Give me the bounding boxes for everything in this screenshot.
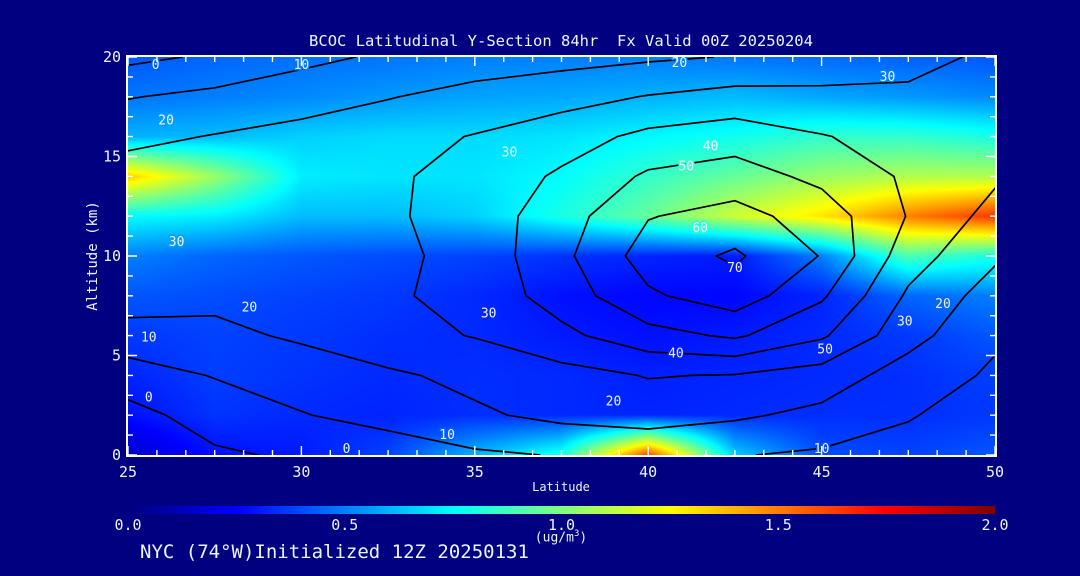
- contour-label-20: 20: [935, 297, 951, 312]
- init-annotation: NYC (74°W)Initialized 12Z 20250131: [140, 541, 529, 563]
- contour-label-40: 40: [703, 140, 719, 155]
- contour-label-0: 0: [145, 390, 153, 405]
- contour-label-30: 30: [169, 235, 185, 250]
- contour-label-0: 0: [152, 58, 160, 73]
- y-tick-label-0: 0: [112, 446, 121, 464]
- x-tick-label-30: 30: [292, 463, 310, 481]
- chart-title: BCOC Latitudinal Y-Section 84hr Fx Valid…: [309, 32, 813, 50]
- contour-line-20: [127, 56, 996, 430]
- contour-line-40: [514, 117, 907, 358]
- contour-label-60: 60: [692, 221, 708, 236]
- colorbar-tick-1.5: 1.5: [765, 516, 792, 534]
- contour-label-10: 10: [141, 331, 157, 346]
- colorbar-unit-label: (ug/m3): [535, 529, 587, 545]
- contour-label-20: 20: [242, 301, 258, 316]
- contour-label-30: 30: [502, 146, 518, 161]
- x-axis-title: Latitude: [532, 480, 590, 494]
- y-tick-label-10: 10: [103, 247, 121, 265]
- contour-line-60: [624, 199, 819, 313]
- contour-label-0: 0: [343, 442, 351, 457]
- colorbar-tick-0.5: 0.5: [331, 516, 358, 534]
- contour-line-70: [715, 247, 747, 267]
- contour-label-30: 30: [481, 307, 497, 322]
- contour-line-30: [408, 56, 996, 380]
- contour-label-70: 70: [727, 261, 743, 276]
- y-tick-label-5: 5: [112, 347, 121, 365]
- contour-line-0: [127, 56, 259, 456]
- y-tick-label-20: 20: [103, 48, 121, 66]
- colorbar-tick-1.0: 1.0: [548, 516, 575, 534]
- contour-label-50: 50: [678, 159, 694, 174]
- y-tick-label-15: 15: [103, 148, 121, 166]
- colorbar-tick-labels: 0.0 0.5 1.0 1.5 2.0: [114, 516, 1008, 534]
- contour-lines: [127, 56, 996, 456]
- x-tick-label-35: 35: [466, 463, 484, 481]
- contour-label-40: 40: [668, 347, 684, 362]
- x-tick-label-25: 25: [119, 463, 137, 481]
- contour-label-20: 20: [672, 56, 688, 71]
- contour-line-10: [127, 56, 996, 456]
- unit-close: ): [579, 530, 588, 546]
- contour-label-10: 10: [439, 428, 455, 443]
- contour-label-20: 20: [606, 394, 622, 409]
- colorbar-gradient: [128, 506, 995, 514]
- colorbar-tick-2.0: 2.0: [981, 516, 1008, 534]
- contour-label-20: 20: [158, 114, 174, 129]
- colorbar-tick-0.0: 0.0: [114, 516, 141, 534]
- plot-frame: [126, 55, 997, 457]
- x-tick-label-40: 40: [639, 463, 657, 481]
- unit-superscript: 3: [573, 529, 580, 539]
- axis-tick-labels: 25 30 35 40 45 50 0 5 10 15 20: [103, 48, 1004, 481]
- x-tick-label-45: 45: [813, 463, 831, 481]
- contour-label-50: 50: [817, 343, 833, 358]
- contour-line-50: [573, 155, 856, 340]
- x-tick-label-50: 50: [986, 463, 1004, 481]
- unit-text: (ug/m: [534, 530, 574, 546]
- contour-label-30: 30: [880, 70, 896, 85]
- contour-label-30: 30: [897, 315, 913, 330]
- y-axis-title: Altitude (km): [85, 201, 101, 311]
